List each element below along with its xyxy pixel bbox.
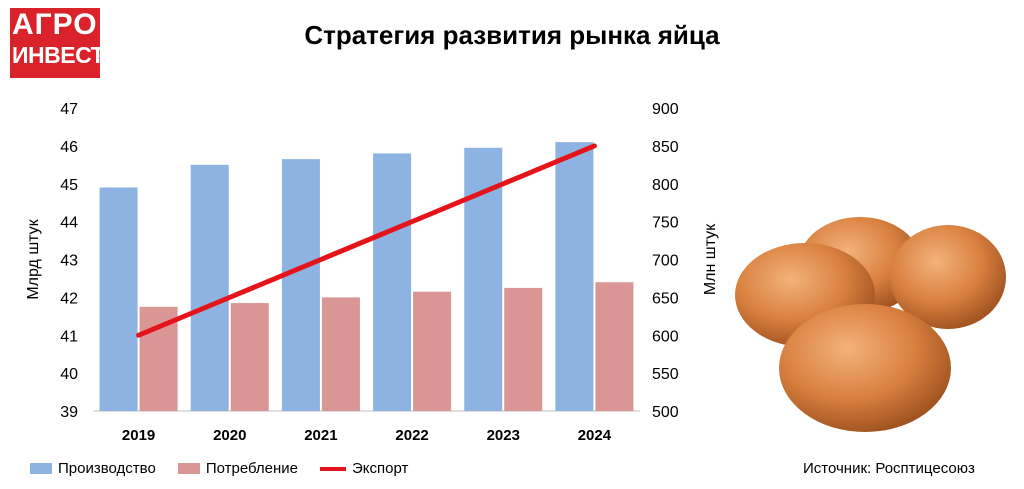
logo-line-1: АГРО <box>12 8 98 41</box>
y-tick-label: 46 <box>60 139 78 156</box>
bar-production <box>281 159 320 411</box>
y2-tick-label: 600 <box>652 328 679 345</box>
bar-production <box>190 164 229 411</box>
source-note: Источник: Росптицесоюз <box>803 460 975 477</box>
x-tick-label: 2022 <box>395 427 428 444</box>
x-tick-label: 2023 <box>487 427 520 444</box>
bar-consumption <box>321 297 360 411</box>
bar-consumption <box>230 303 269 411</box>
x-tick-label: 2019 <box>122 427 155 444</box>
y2-tick-label: 500 <box>652 404 679 421</box>
y-tick-label: 43 <box>60 253 78 270</box>
y2-tick-label: 900 <box>652 101 679 118</box>
y-tick-label: 42 <box>60 290 78 307</box>
legend-label-export: Экспорт <box>352 460 409 477</box>
legend-label-consumption: Потребление <box>205 460 299 477</box>
x-tick-label: 2021 <box>304 427 337 444</box>
y-tick-label: 40 <box>60 366 78 383</box>
y-axis-label: Млрд штук <box>25 218 42 299</box>
chart-legend: Производство Потребление Экспорт <box>30 460 430 477</box>
egg-right <box>890 225 1006 329</box>
y2-tick-label: 800 <box>652 177 679 194</box>
y2-tick-label: 850 <box>652 139 679 156</box>
legend-swatch-export <box>320 466 347 471</box>
bar-consumption <box>413 291 452 411</box>
bar-production <box>99 187 138 411</box>
y-tick-label: 39 <box>60 404 78 421</box>
bar-consumption <box>595 282 634 411</box>
legend-label-production: Производство <box>58 460 156 477</box>
legend-item-consumption: Потребление <box>177 460 299 477</box>
y-tick-label: 47 <box>60 101 78 118</box>
x-tick-label: 2020 <box>213 427 246 444</box>
y-tick-label: 41 <box>60 328 78 345</box>
egg-front <box>779 304 951 432</box>
export-line <box>136 143 597 338</box>
legend-item-export: Экспорт <box>320 460 408 477</box>
x-tick-label: 2024 <box>578 427 612 444</box>
y2-axis-label: Млн штук <box>702 223 719 295</box>
y2-tick-label: 750 <box>652 215 679 232</box>
y2-tick-label: 650 <box>652 290 679 307</box>
y-tick-label: 44 <box>60 215 78 232</box>
bar-consumption <box>504 287 543 411</box>
bar-production <box>555 142 594 411</box>
legend-item-production: Производство <box>30 460 156 477</box>
eggs-image <box>735 217 1006 432</box>
agroinvestor-logo: АГРО ИНВЕСТОР <box>10 8 136 78</box>
bar-production <box>373 153 412 411</box>
y2-tick-label: 700 <box>652 253 679 270</box>
legend-swatch-production <box>30 463 52 474</box>
legend-swatch-consumption <box>177 463 200 474</box>
y-tick-label: 45 <box>60 177 78 194</box>
y2-tick-label: 550 <box>652 366 679 383</box>
chart-title: Стратегия развития рынка яйца <box>304 20 720 50</box>
